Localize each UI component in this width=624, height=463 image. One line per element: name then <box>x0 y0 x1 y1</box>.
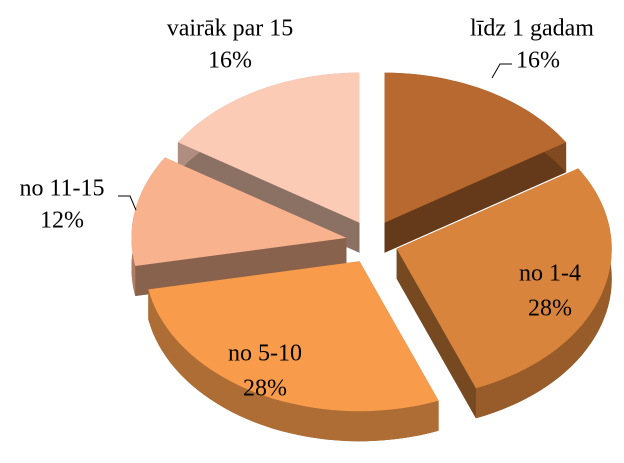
data-label-value: 28% <box>528 296 572 322</box>
slice-side <box>135 237 347 296</box>
slice-side <box>396 248 476 419</box>
data-label-category: līdz 1 gadam <box>470 16 594 42</box>
data-label-category: no 11-15 <box>19 176 104 202</box>
data-label-category: vairāk par 15 <box>167 16 294 42</box>
slice-top <box>396 168 612 389</box>
slice-top <box>177 72 360 223</box>
slice-side <box>475 168 612 419</box>
data-label-value: 12% <box>40 208 84 234</box>
slice-side <box>384 142 567 253</box>
data-label-value: 16% <box>208 48 252 74</box>
slice-side <box>148 289 439 442</box>
slice <box>131 157 347 296</box>
slice <box>384 72 567 253</box>
leader-line <box>118 195 137 211</box>
slice <box>148 261 439 442</box>
slice <box>396 168 612 419</box>
slice-top <box>384 72 567 223</box>
slice-top <box>148 261 439 412</box>
data-label-category: no 5-10 <box>228 341 302 367</box>
leader-line <box>491 63 512 79</box>
data-label-value: 28% <box>243 376 287 402</box>
data-label-category: no 1-4 <box>519 261 581 287</box>
data-label-value: 16% <box>516 48 560 74</box>
slice-top <box>131 157 347 266</box>
